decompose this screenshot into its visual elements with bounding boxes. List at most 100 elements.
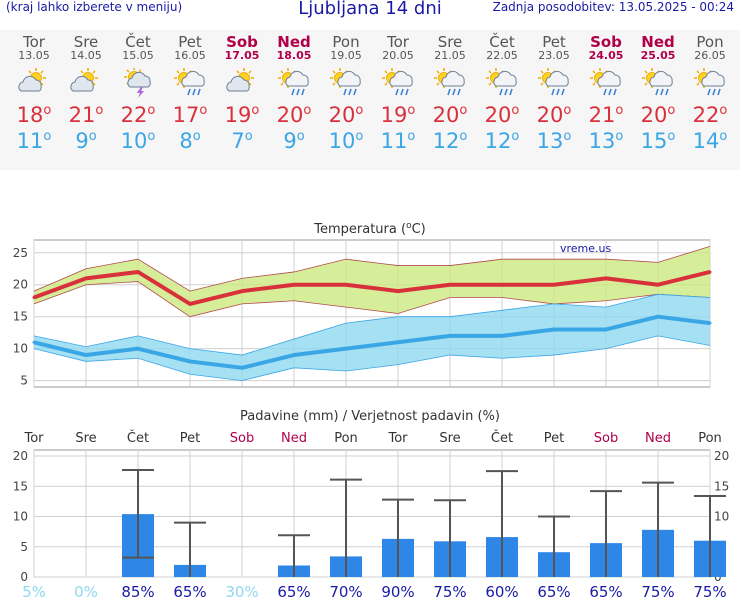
precip-probability: 65% [173, 583, 206, 600]
temperature-chart: Temperatura (oC) 5 10 15 20 25 vreme.us [13, 221, 712, 388]
precip-probability: 5% [22, 583, 46, 600]
temp-point [136, 347, 140, 351]
temp-max: 22o [120, 103, 156, 127]
day-column: Čet 15.05 22o 10o [112, 30, 164, 153]
temp-point [552, 327, 556, 331]
day-name: Pet [542, 33, 566, 51]
temp-point [292, 353, 296, 357]
temp-min: 9o [283, 129, 305, 153]
temp-max: 20o [484, 103, 520, 127]
page-title: Ljubljana 14 dni [298, 0, 442, 19]
temp-point [344, 347, 348, 351]
partly-cloudy-icon [18, 68, 46, 92]
temp-min: 11o [380, 129, 416, 153]
temp-point [84, 353, 88, 357]
day-column: Pon 26.05 22o 14o [684, 30, 736, 153]
x-tick-label: Sre [439, 431, 460, 446]
temp-max: 19o [380, 103, 416, 127]
precip-probability: 65% [537, 583, 570, 600]
band-edge [33, 281, 711, 318]
precip-probability: 60% [485, 583, 518, 600]
day-name: Ned [277, 33, 311, 51]
precip-probability: 65% [277, 583, 310, 600]
day-column: Čet 22.05 20o 12o [476, 30, 528, 153]
temp-point [136, 270, 140, 274]
precip-probability: 65% [589, 583, 622, 600]
day-column: Pet 23.05 20o 13o [528, 30, 580, 153]
y-tick-label: 5 [20, 374, 28, 388]
temp-min: 7o [231, 129, 253, 153]
location-hint: (kraj lahko izberete v meniju) [6, 0, 183, 14]
precip-probability: 75% [641, 583, 674, 600]
temp-point [396, 340, 400, 344]
temp-max: 20o [640, 103, 676, 127]
temp-point [500, 283, 504, 287]
temp-max: 20o [432, 103, 468, 127]
band-edge [33, 246, 711, 292]
day-column: Pon 19.05 20o 10o [320, 30, 372, 153]
x-tick-label: Sob [230, 431, 254, 446]
sun-rain-icon [434, 68, 465, 96]
temp-point [708, 321, 712, 325]
precip-probability: 90% [381, 583, 414, 600]
precip-probability: 30% [225, 583, 258, 600]
day-name: Tor [23, 33, 45, 51]
temp-min: 9o [75, 129, 97, 153]
x-tick-label: Sob [594, 431, 618, 446]
day-column: Ned 18.05 20o 9o [268, 30, 320, 153]
temp-point [240, 366, 244, 370]
sun-rain-icon [486, 68, 517, 96]
temp-point [448, 283, 452, 287]
day-column: Sre 14.05 21o 9o [60, 30, 112, 153]
y-tick-label-right: 10 [714, 510, 729, 524]
y-tick-label-right: 20 [714, 449, 729, 463]
temp-max: 20o [276, 103, 312, 127]
y-tick-label: 15 [13, 310, 28, 324]
precip-probability: 75% [433, 583, 466, 600]
sun-rain-icon [278, 68, 309, 96]
day-date: 16.05 [174, 49, 206, 62]
sun-rain-icon [382, 68, 413, 96]
day-date: 26.05 [694, 49, 726, 62]
sun-rain-icon [538, 68, 569, 96]
y-tick-label: 10 [13, 510, 28, 524]
day-name: Pet [178, 33, 202, 51]
thunderstorm-icon [124, 68, 151, 98]
day-date: 18.05 [276, 49, 312, 62]
day-date: 13.05 [18, 49, 50, 62]
temp-band-min [34, 294, 710, 381]
band-edge [33, 293, 711, 356]
daily-forecast-strip: Tor 13.05 18o 11o Sre 14.05 21o 9o Čet 15.05 22o 10… [0, 30, 740, 170]
temp-point [656, 283, 660, 287]
temp-line-min [33, 314, 711, 370]
temp-point [656, 315, 660, 319]
precipitation-chart: Padavine (mm) / Verjetnost padavin (%) To… [13, 409, 730, 600]
temp-max: 17o [172, 103, 208, 127]
temp-max: 18o [16, 103, 52, 127]
temp-min: 15o [640, 129, 676, 153]
temp-point [292, 283, 296, 287]
x-tick-label: Čet [491, 430, 513, 446]
x-tick-label: Pon [698, 431, 722, 446]
x-tick-label: Sre [75, 431, 96, 446]
precip-probability: 70% [329, 583, 362, 600]
sun-rain-icon [642, 68, 673, 96]
day-date: 14.05 [70, 49, 102, 62]
chart-title: Padavine (mm) / Verjetnost padavin (%) [240, 409, 500, 424]
day-column: Pet 16.05 17o 8o [164, 30, 216, 153]
temp-point [500, 334, 504, 338]
x-tick-label: Tor [23, 431, 44, 446]
partly-cloudy-icon [70, 68, 98, 92]
y-tick-label: 20 [13, 278, 28, 292]
temp-max: 21o [68, 103, 104, 127]
precip-probability: 0% [74, 583, 98, 600]
day-column: Tor 20.05 19o 11o [372, 30, 424, 153]
x-tick-label: Pet [180, 431, 200, 446]
temp-point [84, 276, 88, 280]
day-column: Sob 24.05 21o 13o [580, 30, 632, 153]
temp-max: 22o [692, 103, 728, 127]
day-name: Čet [125, 33, 151, 51]
watermark: vreme.us [560, 242, 612, 255]
x-tick-label: Čet [127, 430, 149, 446]
temp-min: 8o [179, 129, 201, 153]
